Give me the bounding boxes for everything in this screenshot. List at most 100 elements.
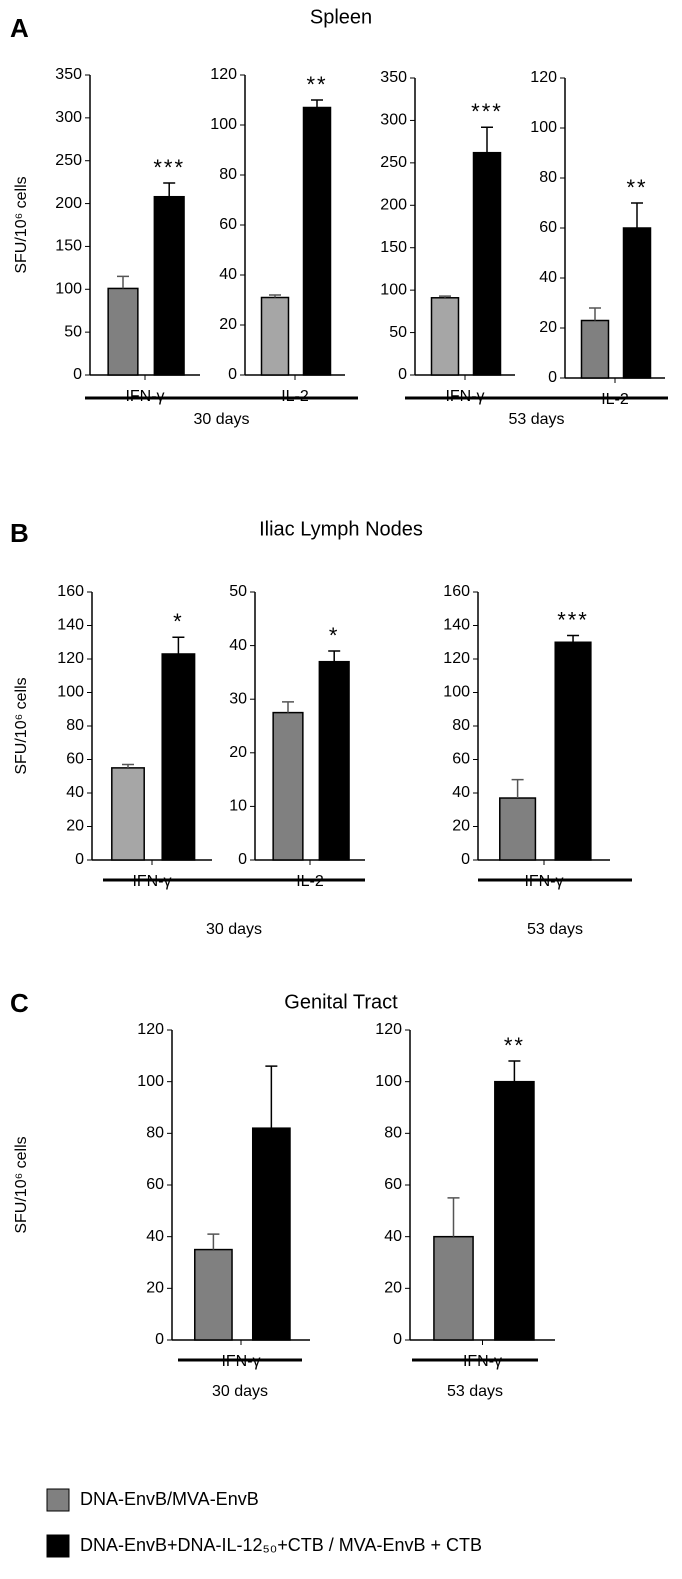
y-tick-label: 100 [530, 119, 557, 136]
error-bar [508, 1060, 521, 1082]
x-label: IFN-γ [445, 388, 484, 405]
panel-label: A [10, 13, 29, 43]
y-tick-label: 0 [393, 1331, 402, 1348]
y-tick-label: 50 [64, 323, 82, 340]
y-tick-label: 20 [539, 319, 557, 336]
panel-label: C [10, 988, 29, 1018]
y-tick-label: 40 [229, 637, 247, 654]
y-tick-label: 0 [228, 366, 237, 383]
error-bar [631, 202, 643, 228]
y-tick-label: 160 [57, 583, 84, 600]
y-tick-label: 140 [443, 617, 470, 634]
y-tick-label: 150 [380, 239, 407, 256]
bar [580, 319, 610, 379]
significance: ** [306, 72, 327, 97]
legend-swatch [46, 1534, 70, 1558]
error-bar [122, 763, 134, 768]
y-tick-label: 0 [238, 851, 247, 868]
bar [622, 227, 652, 379]
y-tick-label: 0 [398, 366, 407, 383]
y-tick-label: 80 [66, 717, 84, 734]
error-bar [207, 1233, 220, 1250]
y-tick-label: 40 [452, 784, 470, 801]
y-tick-label: 100 [210, 116, 237, 133]
x-label: IFN-γ [125, 388, 164, 405]
y-tick-label: 10 [229, 798, 247, 815]
y-tick-label: 100 [55, 281, 82, 298]
y-tick-label: 100 [57, 684, 84, 701]
y-tick-label: 60 [219, 216, 237, 233]
significance: *** [557, 607, 589, 632]
panel-title: Spleen [310, 6, 372, 28]
panel-title: Iliac Lymph Nodes [259, 518, 423, 540]
significance: * [329, 623, 340, 648]
error-bar [172, 636, 185, 654]
bar [153, 195, 185, 376]
bar [251, 1127, 291, 1341]
error-bar [282, 701, 294, 713]
y-tick-label: 80 [539, 169, 557, 186]
y-tick-label: 120 [530, 69, 557, 86]
y-tick-label: 40 [539, 269, 557, 286]
y-tick-label: 20 [219, 316, 237, 333]
significance: ** [504, 1033, 525, 1058]
significance: *** [153, 155, 185, 180]
group-label: 53 days [508, 411, 564, 428]
y-tick-label: 80 [384, 1125, 402, 1142]
bar [111, 767, 145, 861]
x-label: IL-2 [281, 388, 309, 405]
y-tick-label: 200 [380, 197, 407, 214]
error-bar [328, 650, 341, 662]
group-label: 53 days [527, 921, 583, 938]
y-tick-label: 20 [452, 818, 470, 835]
bar [494, 1080, 535, 1341]
x-label: IFN-γ [132, 873, 171, 890]
group-label: 30 days [206, 921, 262, 938]
y-tick-label: 30 [229, 690, 247, 707]
y-label: SFU/10⁶ cells [13, 176, 30, 273]
y-tick-label: 0 [73, 366, 82, 383]
error-bar [439, 295, 451, 298]
error-bar [117, 275, 129, 289]
y-tick-label: 0 [155, 1331, 164, 1348]
x-label: IL-2 [296, 873, 324, 890]
y-tick-label: 60 [66, 751, 84, 768]
bar [272, 711, 304, 861]
error-bar [163, 182, 176, 197]
y-tick-label: 250 [55, 152, 82, 169]
y-tick-label: 100 [137, 1073, 164, 1090]
y-tick-label: 40 [66, 784, 84, 801]
y-tick-label: 20 [384, 1280, 402, 1297]
y-label: SFU/10⁶ cells [13, 1136, 30, 1233]
legend-swatch [46, 1488, 70, 1512]
y-tick-label: 40 [146, 1228, 164, 1245]
y-tick-label: 160 [443, 583, 470, 600]
y-tick-label: 100 [375, 1073, 402, 1090]
y-tick-label: 60 [146, 1176, 164, 1193]
significance: * [173, 609, 184, 634]
bar [302, 106, 332, 376]
y-tick-label: 300 [55, 109, 82, 126]
y-tick-label: 20 [146, 1280, 164, 1297]
error-bar [265, 1065, 278, 1129]
bar [499, 797, 537, 861]
panel-title: Genital Tract [284, 991, 398, 1013]
y-tick-label: 200 [55, 195, 82, 212]
error-bar [311, 99, 323, 108]
y-tick-label: 0 [75, 851, 84, 868]
group-label: 30 days [212, 1383, 268, 1400]
bar [194, 1248, 233, 1341]
y-tick-label: 350 [380, 69, 407, 86]
error-bar [447, 1197, 460, 1237]
x-label: IFN-γ [524, 873, 563, 890]
y-tick-label: 60 [452, 751, 470, 768]
bar [107, 287, 139, 376]
error-bar [269, 294, 281, 298]
y-tick-label: 140 [57, 617, 84, 634]
y-tick-label: 100 [380, 281, 407, 298]
y-tick-label: 350 [55, 66, 82, 83]
bar [433, 1235, 474, 1341]
group-label: 30 days [193, 411, 249, 428]
y-label: SFU/10⁶ cells [13, 677, 30, 774]
